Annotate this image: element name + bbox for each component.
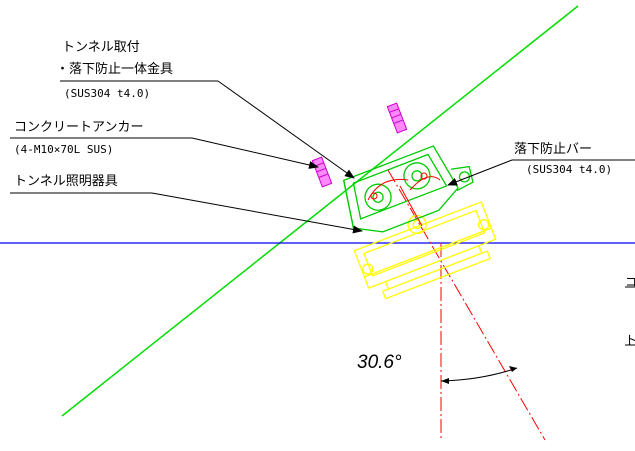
label-cutoff-2: ト — [625, 333, 635, 347]
tunnel-wall-line — [61, 5, 579, 417]
label-fallbar-spec: (SUS304 t4.0) — [526, 163, 613, 176]
label-fallbar: 落下防止バー — [514, 142, 593, 157]
concrete-anchor-left — [311, 156, 333, 188]
label-cutoff-1: コ — [625, 275, 635, 289]
inclined-centerline — [387, 169, 546, 441]
concrete-anchor-right — [386, 102, 408, 134]
label-anchor: コンクリートアンカー — [14, 120, 144, 135]
leader-lines — [10, 80, 635, 346]
angle-arrow-right — [509, 366, 517, 372]
label-bracket-line1: トンネル取付 — [62, 40, 140, 55]
label-bracket-line2: ・落下防止一体金具 — [56, 62, 174, 77]
angle-arrow-left — [441, 378, 449, 384]
label-bracket-spec: (SUS304 t4.0) — [64, 87, 151, 100]
label-anchor-spec: (4-M10×70L SUS) — [14, 143, 114, 156]
tunnel-light-fixture — [353, 201, 497, 300]
angle-arc — [440, 367, 518, 382]
label-fixture: トンネル照明器具 — [14, 174, 118, 189]
bracket-detail — [367, 172, 441, 227]
angle-label: 30.6° — [357, 352, 402, 373]
